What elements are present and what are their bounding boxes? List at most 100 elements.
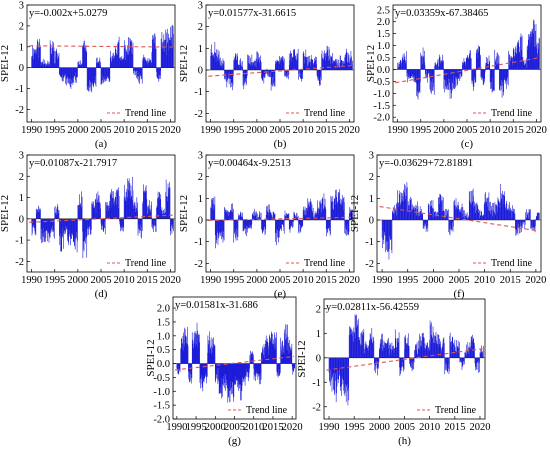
bar — [71, 67, 73, 84]
bar-series — [210, 41, 353, 91]
bar — [47, 60, 49, 68]
bar — [342, 357, 344, 385]
y-tick-label: -1 — [15, 236, 24, 247]
bar — [36, 213, 37, 219]
bar — [217, 220, 218, 231]
bar — [86, 218, 87, 238]
bar — [456, 340, 457, 358]
bar — [428, 350, 430, 358]
bar — [253, 215, 255, 220]
bar — [46, 65, 48, 68]
bar — [489, 62, 490, 70]
bar — [341, 60, 342, 70]
bar — [235, 363, 237, 385]
bar — [405, 199, 406, 220]
bar — [213, 54, 215, 70]
bar — [145, 62, 147, 68]
bar — [143, 58, 145, 68]
bar — [321, 203, 322, 220]
bar — [168, 38, 170, 68]
bar — [348, 357, 349, 389]
bar — [279, 363, 280, 377]
bar — [217, 363, 219, 384]
y-tick-label: 1 — [198, 194, 203, 205]
bar — [309, 201, 311, 220]
bar — [51, 53, 52, 68]
bar — [358, 337, 360, 358]
bar — [121, 218, 123, 229]
bar — [104, 67, 106, 79]
bar — [329, 220, 330, 231]
bar — [259, 363, 260, 385]
bar — [195, 333, 197, 364]
bar — [297, 218, 298, 220]
trend-equation: y=0.03359x-67.38465 — [395, 8, 488, 19]
bar — [225, 210, 226, 220]
bar — [95, 67, 96, 76]
bar — [341, 199, 343, 220]
bar — [443, 69, 445, 93]
bar — [373, 340, 375, 358]
bar — [252, 357, 254, 364]
bar — [389, 348, 391, 358]
bar — [240, 212, 242, 220]
bar — [410, 69, 412, 78]
bar — [288, 70, 289, 80]
legend-trend-label: Trend line — [435, 405, 477, 416]
bar — [332, 208, 333, 220]
bar — [418, 211, 420, 220]
bar — [79, 205, 81, 219]
bar — [50, 43, 51, 68]
bar — [351, 334, 352, 358]
bar — [342, 63, 344, 70]
bar — [327, 220, 329, 230]
bar — [297, 217, 299, 220]
bar — [229, 363, 231, 402]
bar — [465, 65, 467, 70]
bar — [151, 201, 152, 219]
bar — [314, 60, 316, 70]
bar — [31, 56, 32, 68]
bar — [157, 206, 158, 219]
bar — [135, 67, 136, 76]
bar — [339, 357, 340, 375]
bar — [251, 352, 253, 364]
bar — [438, 334, 440, 358]
bar — [253, 211, 254, 220]
bar — [297, 53, 299, 70]
bar — [388, 220, 389, 252]
bar — [439, 194, 441, 220]
bar — [192, 339, 193, 364]
bar — [286, 349, 287, 364]
bar — [238, 363, 239, 381]
bar — [485, 192, 486, 220]
bar — [343, 357, 345, 394]
bar — [409, 204, 410, 220]
bar — [532, 32, 534, 70]
bar — [107, 205, 108, 219]
bar — [99, 65, 101, 68]
bar — [267, 212, 269, 220]
bar — [448, 220, 450, 230]
bar — [236, 363, 238, 379]
bar — [449, 357, 450, 372]
bar — [115, 49, 117, 68]
bar — [452, 69, 453, 83]
bar — [233, 60, 235, 70]
bar — [260, 363, 261, 384]
bar — [87, 218, 89, 228]
bar — [244, 363, 246, 382]
bar — [123, 47, 125, 68]
bar — [447, 357, 449, 369]
bar — [151, 52, 153, 68]
bar — [475, 203, 477, 220]
bar — [534, 31, 536, 70]
bar — [184, 344, 186, 364]
bar — [124, 45, 126, 68]
bar — [284, 210, 286, 220]
bar — [431, 322, 432, 358]
bar — [462, 64, 464, 70]
bar — [235, 55, 236, 70]
bar — [410, 69, 411, 78]
bar — [147, 212, 149, 219]
